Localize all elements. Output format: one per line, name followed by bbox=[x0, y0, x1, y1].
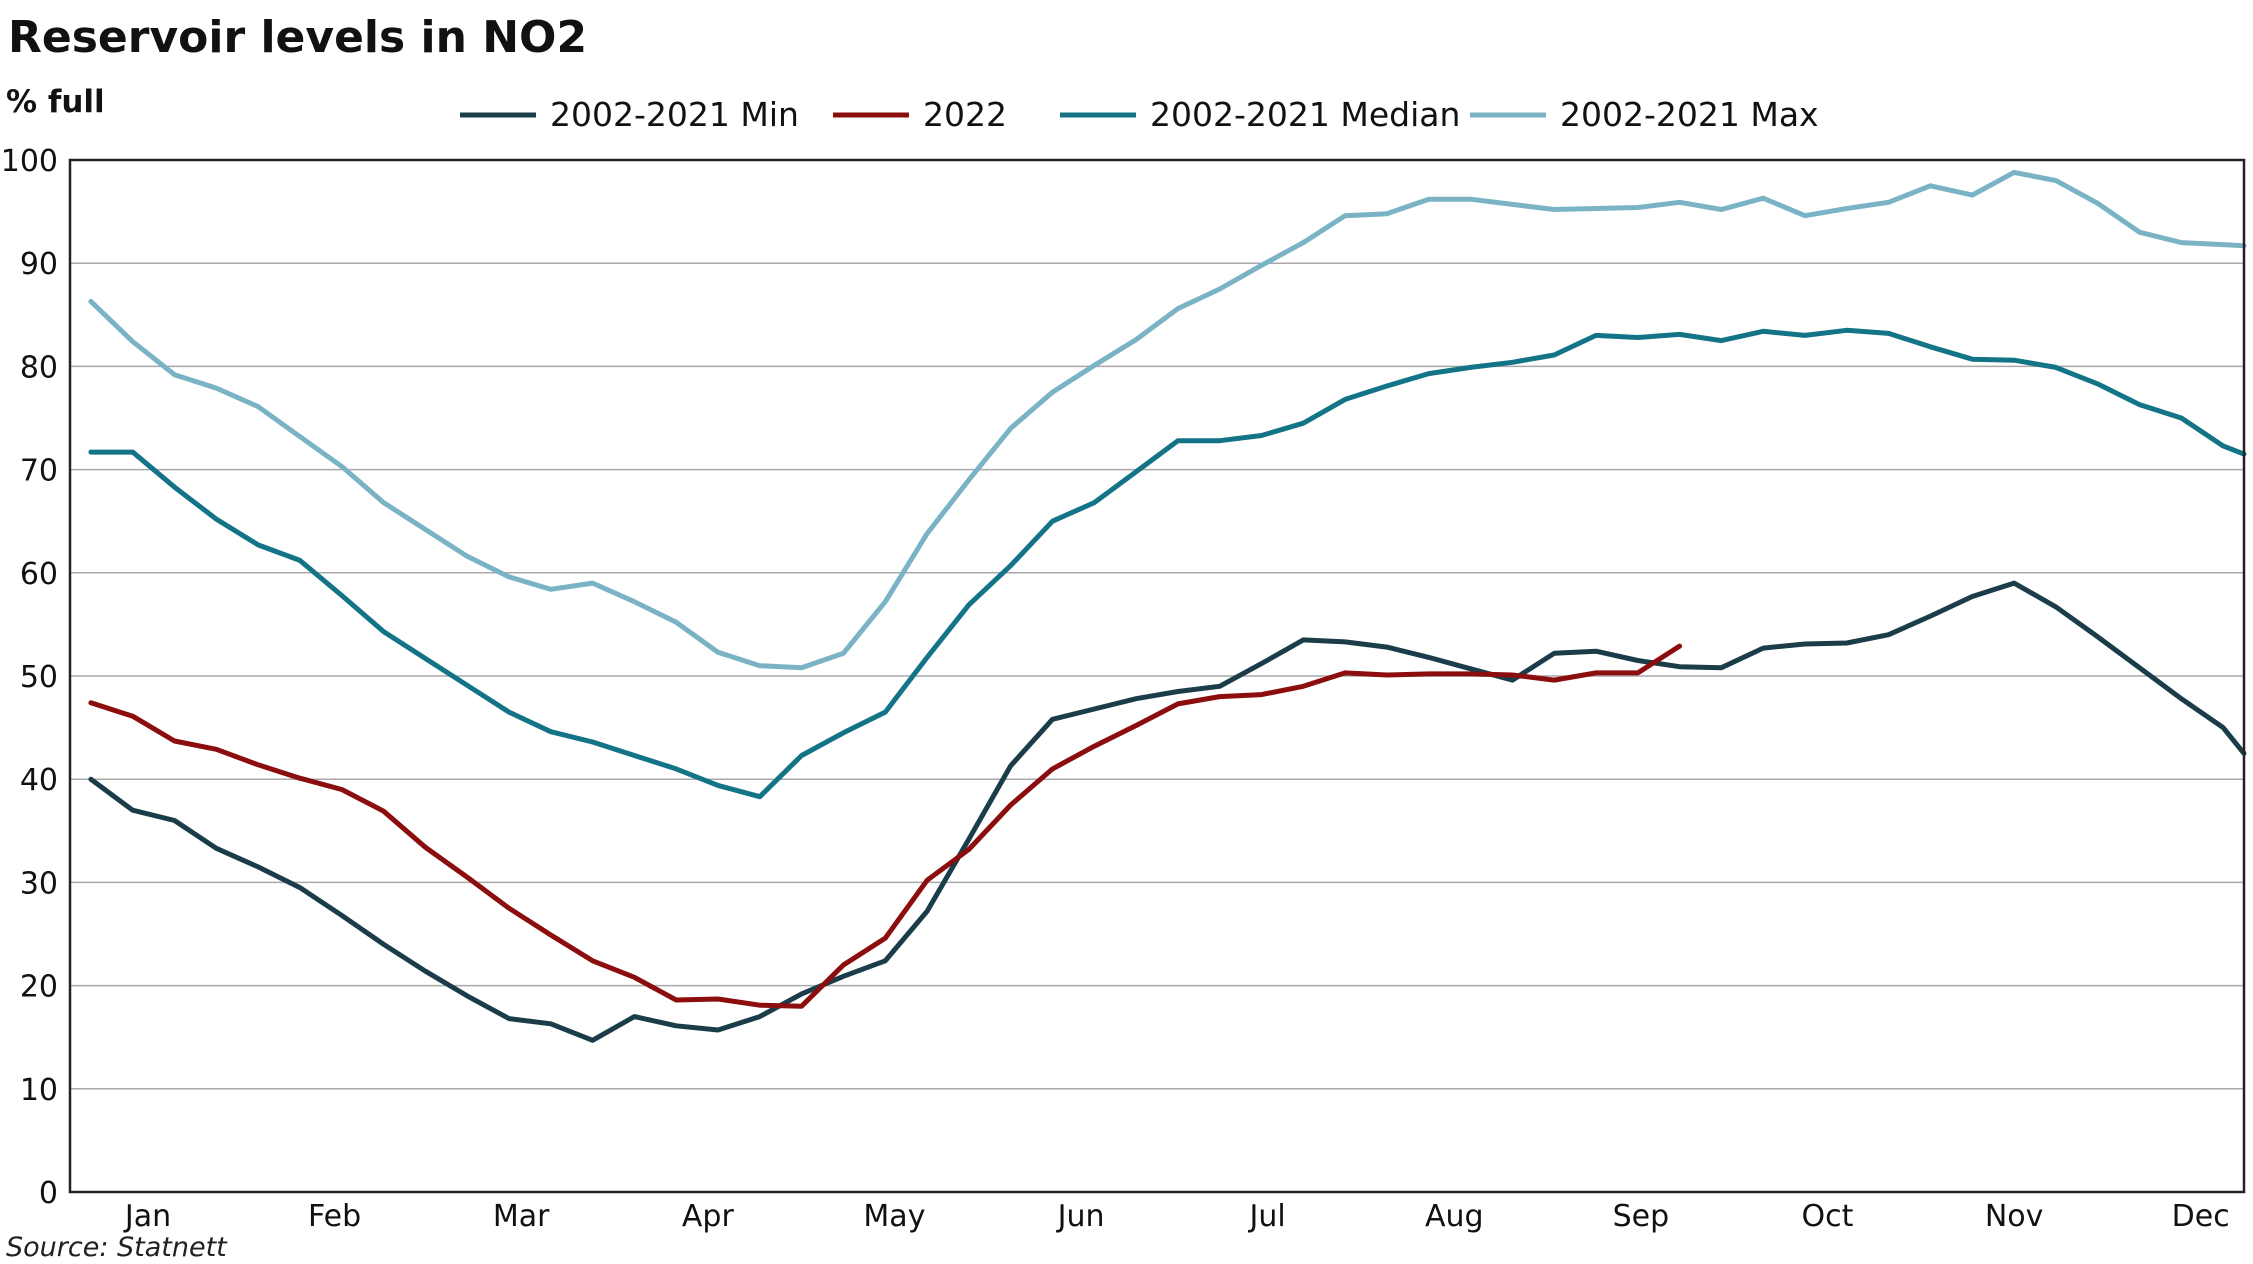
y-tick-label: 50 bbox=[20, 660, 58, 695]
x-tick-label-mar: Mar bbox=[493, 1199, 550, 1234]
x-tick-label-dec: Dec bbox=[2172, 1199, 2230, 1234]
series-line-2002-2021-min bbox=[88, 580, 2247, 1043]
series-line-2002-2021-median bbox=[88, 327, 2247, 800]
x-tick-label-oct: Oct bbox=[1802, 1199, 1854, 1234]
chart-title: Reservoir levels in NO2 bbox=[8, 12, 587, 63]
x-tick-label-aug: Aug bbox=[1425, 1199, 1484, 1234]
y-tick-label: 80 bbox=[20, 350, 58, 385]
y-axis-title: % full bbox=[6, 84, 105, 120]
series-line-2002-2021-max bbox=[88, 169, 2247, 671]
y-tick-label: 70 bbox=[20, 454, 58, 489]
x-axis-ticks: Jan Feb Mar Apr May Jun Jul Aug Sep Oct Nov Dec bbox=[123, 1199, 2230, 1234]
source-note: Source: Statnett bbox=[6, 1232, 228, 1263]
y-tick-label: 90 bbox=[20, 247, 58, 282]
y-tick-label: 30 bbox=[20, 866, 58, 901]
x-tick-label-jul: Jul bbox=[1248, 1199, 1286, 1234]
x-tick-label-jan: Jan bbox=[123, 1199, 171, 1234]
x-tick-label-feb: Feb bbox=[308, 1199, 361, 1234]
plot-frame bbox=[68, 158, 2246, 1194]
legend-label-2002-2021-median: 2002-2021 Median bbox=[1150, 95, 1460, 134]
y-tick-label: 20 bbox=[20, 970, 58, 1005]
y-tick-label: 10 bbox=[20, 1073, 58, 1108]
gridlines bbox=[70, 262, 2244, 1090]
legend-label-2002-2021-max: 2002-2021 Max bbox=[1560, 95, 1819, 134]
x-tick-label-sep: Sep bbox=[1613, 1199, 1670, 1234]
y-tick-label: 60 bbox=[20, 557, 58, 592]
y-tick-label: 0 bbox=[39, 1176, 58, 1211]
x-tick-label-may: May bbox=[863, 1199, 925, 1234]
legend-label-2022: 2022 bbox=[923, 95, 1007, 134]
series-line-2022 bbox=[88, 643, 1683, 1009]
legend: 2002-2021 Min 2022 2002-2021 Median 2002-20… bbox=[460, 95, 1819, 134]
y-tick-label: 100 bbox=[1, 144, 58, 179]
x-tick-label-jun: Jun bbox=[1056, 1199, 1105, 1234]
legend-label-2002-2021-min: 2002-2021 Min bbox=[550, 95, 799, 134]
series-layer bbox=[88, 169, 2247, 1043]
y-tick-label: 40 bbox=[20, 763, 58, 798]
y-axis-ticks: 0 10 20 30 40 50 60 70 80 90 100 bbox=[1, 144, 58, 1211]
x-tick-label-apr: Apr bbox=[682, 1199, 735, 1234]
x-tick-label-nov: Nov bbox=[1985, 1199, 2044, 1234]
